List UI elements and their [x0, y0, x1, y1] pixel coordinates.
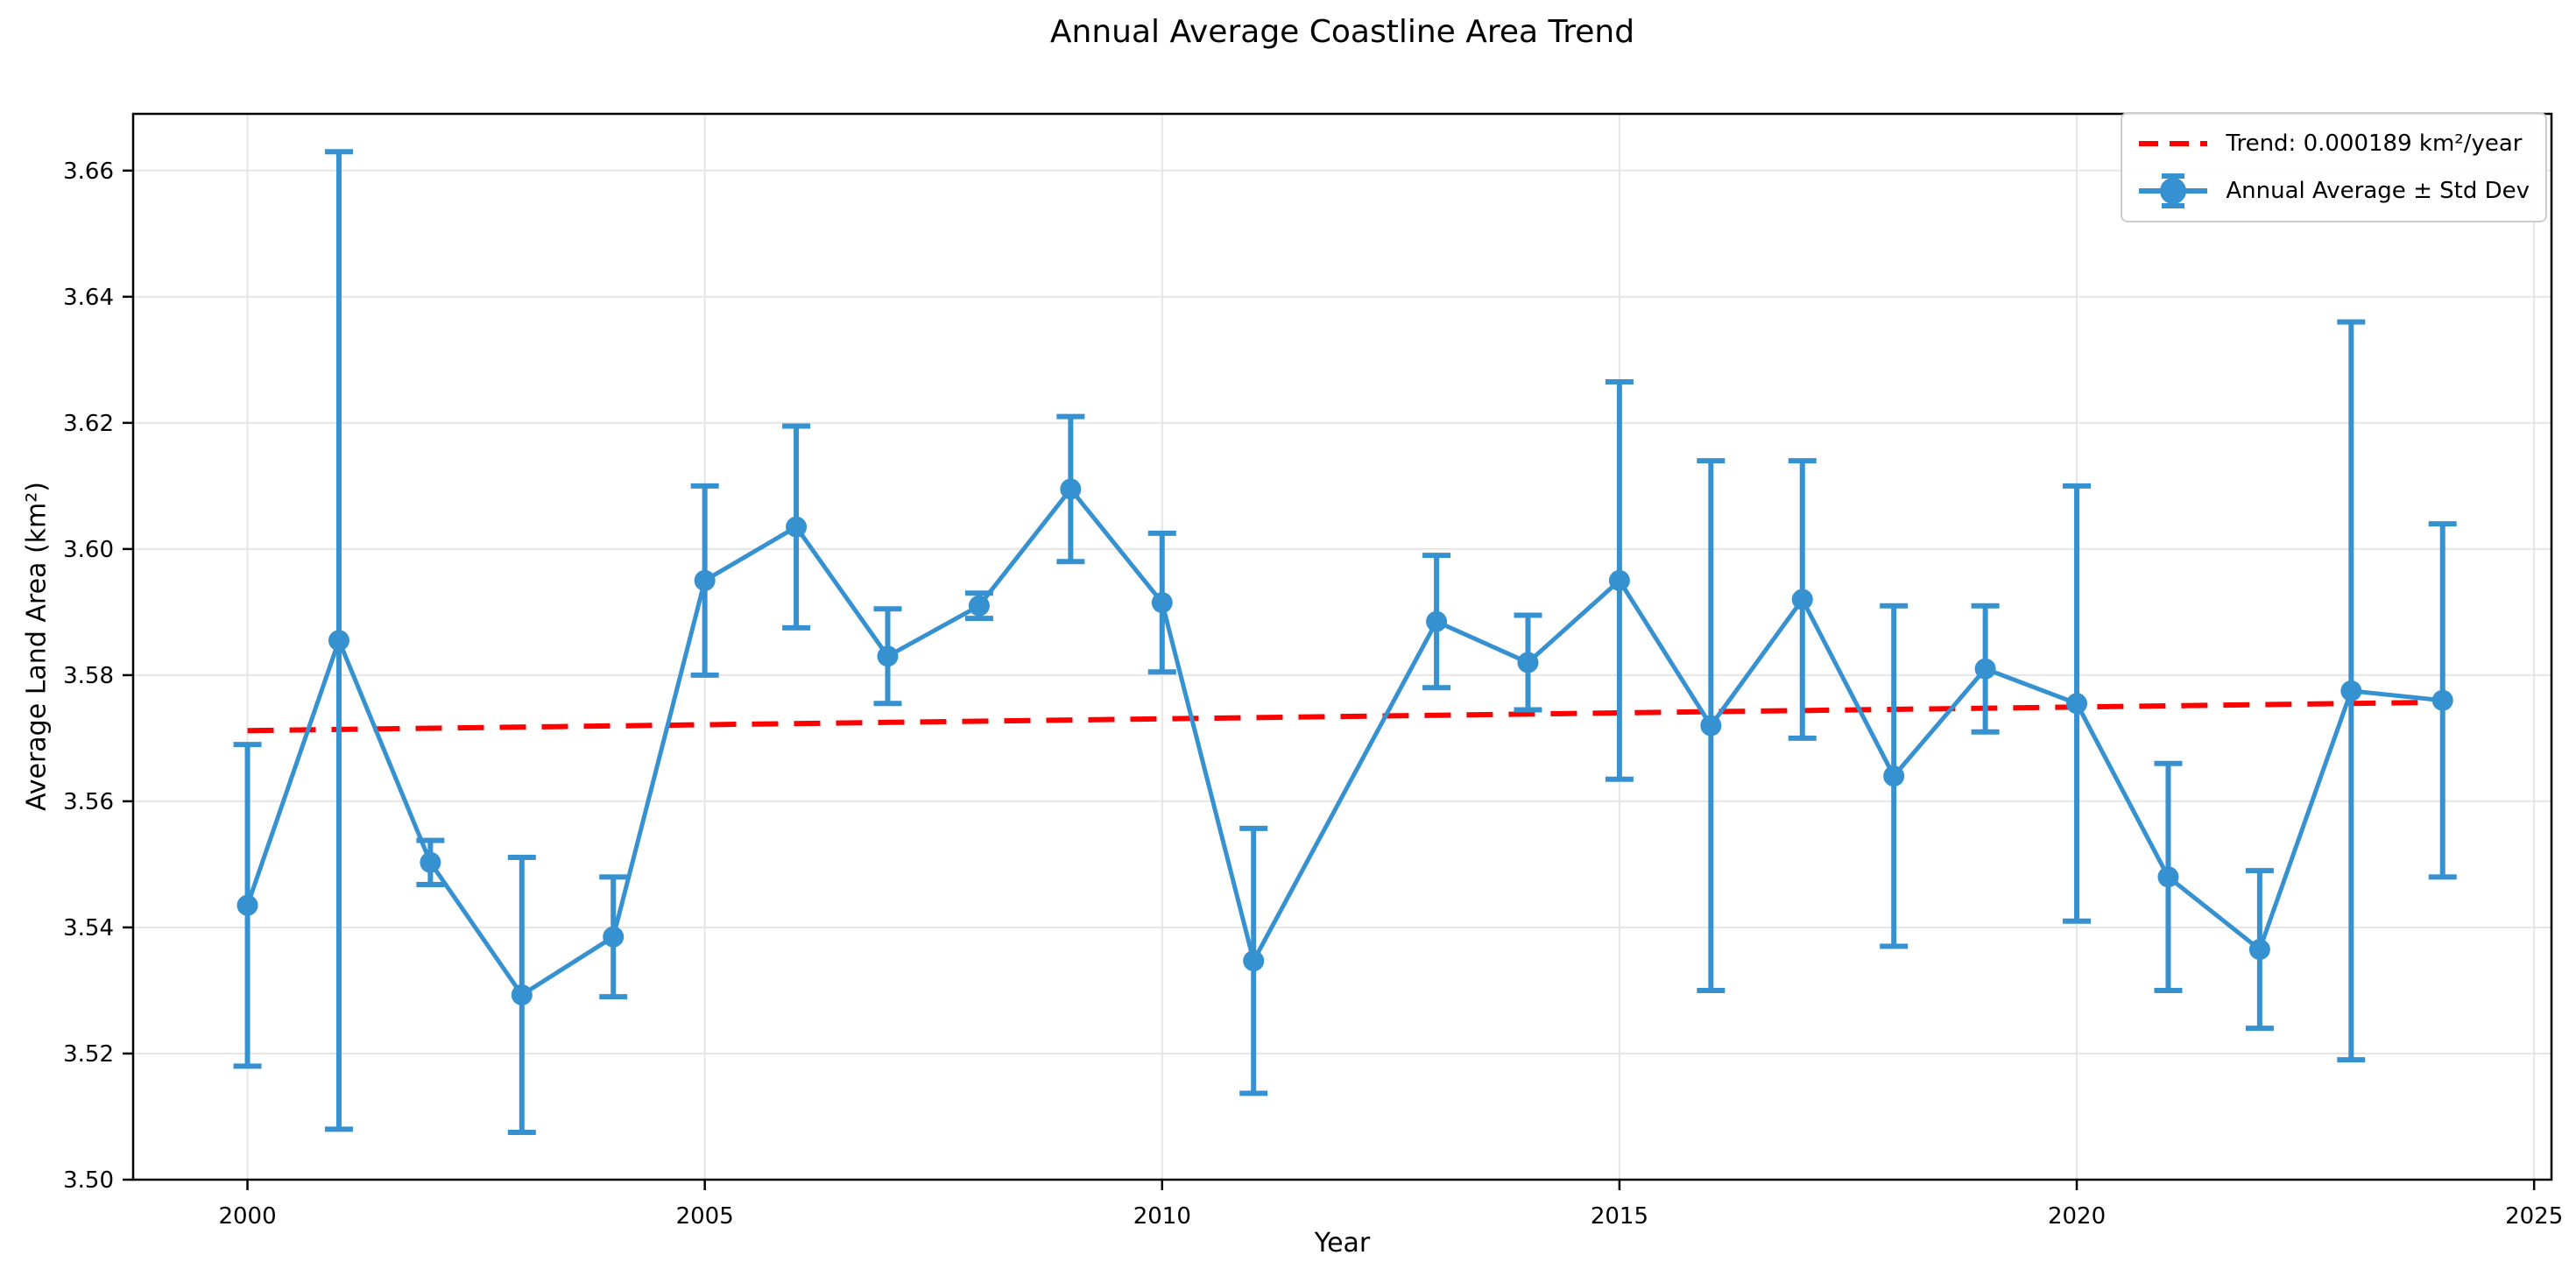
- annual-average-markers: [236, 478, 2453, 1006]
- legend: Trend: 0.000189 km²/year Annual Average …: [2121, 112, 2547, 222]
- y-tick-label: 3.50: [63, 1167, 114, 1194]
- y-tick-label: 3.58: [63, 663, 114, 689]
- annual-average-line: [245, 485, 2443, 998]
- x-tick-label: 2020: [2048, 1203, 2106, 1230]
- y-tick-label: 3.62: [63, 411, 114, 437]
- y-tick-label: 3.52: [63, 1041, 114, 1068]
- legend-label-annual-average: Annual Average ± Std Dev: [2226, 178, 2530, 204]
- y-tick-label: 3.56: [63, 789, 114, 815]
- x-tick-label: 2025: [2505, 1203, 2563, 1230]
- x-tick-label: 2000: [218, 1203, 276, 1230]
- legend-label-trend: Trend: 0.000189 km²/year: [2226, 130, 2523, 157]
- y-tick-label: 3.64: [63, 285, 114, 311]
- tick-marks: [123, 169, 2536, 1190]
- x-tick-label: 2015: [1591, 1203, 1648, 1230]
- legend-item-annual-average: Annual Average ± Std Dev: [2135, 172, 2530, 210]
- legend-swatch-errorbar-marker: [2139, 173, 2208, 208]
- plot-border: [131, 112, 2553, 1181]
- y-tick-label: 3.54: [63, 915, 114, 941]
- y-tick-label: 3.66: [63, 159, 114, 185]
- trend-line: [247, 699, 2443, 734]
- x-axis-label: Year: [1314, 1228, 1371, 1258]
- y-axis-label: Average Land Area (km²): [21, 481, 53, 812]
- tick-labels: 2000 2005 2010 2015 2020 2025 3.50 3.52 3.54 3.56…: [63, 159, 2563, 1230]
- legend-swatch-trend-dashed-line: [2139, 141, 2208, 146]
- y-tick-label: 3.60: [63, 537, 114, 563]
- errorbar-series: [233, 149, 2457, 1135]
- x-tick-label: 2010: [1133, 1203, 1191, 1230]
- gridlines: [133, 114, 2551, 1181]
- legend-item-trend: Trend: 0.000189 km²/year: [2135, 124, 2530, 163]
- x-tick-label: 2005: [676, 1203, 734, 1230]
- chart-title: Annual Average Coastline Area Trend: [1049, 14, 1635, 50]
